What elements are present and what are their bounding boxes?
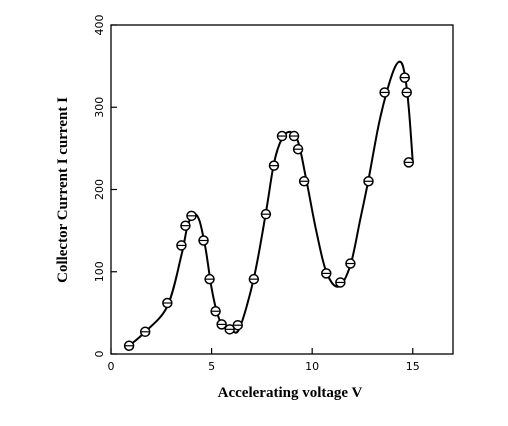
y-tick-label: 300 xyxy=(93,97,106,118)
y-tick-label: 400 xyxy=(93,15,106,36)
x-axis-label: Accelerating voltage V xyxy=(218,385,363,401)
data-point xyxy=(232,319,243,331)
data-point xyxy=(379,87,390,98)
y-tick-label: 0 xyxy=(93,351,106,358)
data-point xyxy=(123,340,135,352)
data-point xyxy=(224,324,235,335)
data-point xyxy=(345,258,356,269)
x-tick-label: 15 xyxy=(406,360,420,373)
x-tick-label: 10 xyxy=(305,360,319,373)
data-point xyxy=(210,305,221,317)
data-point xyxy=(399,72,410,83)
x-tick-label: 5 xyxy=(208,360,215,373)
data-point xyxy=(403,157,414,168)
x-tick-label: 0 xyxy=(108,360,115,373)
y-tick-label: 200 xyxy=(93,179,106,200)
x-ticks: 0 5 10 15 xyxy=(108,348,420,373)
data-point xyxy=(363,176,374,187)
y-axis-label: Collector Current I current I xyxy=(55,97,71,283)
data-point xyxy=(180,220,191,231)
data-point xyxy=(216,319,227,330)
y-ticks: 0 100 200 300 400 xyxy=(93,15,117,358)
data-points xyxy=(123,72,414,352)
data-point xyxy=(260,208,272,220)
data-point xyxy=(401,87,412,98)
data-point xyxy=(276,130,288,142)
data-point xyxy=(204,273,215,285)
data-point xyxy=(298,176,310,187)
data-point xyxy=(139,326,151,338)
data-point xyxy=(292,143,304,155)
data-point xyxy=(162,297,173,309)
data-point xyxy=(198,235,209,246)
data-point xyxy=(186,210,197,222)
data-point xyxy=(176,240,187,251)
data-point xyxy=(288,130,300,142)
data-point xyxy=(268,160,280,171)
y-tick-label: 100 xyxy=(93,261,106,282)
data-point xyxy=(248,273,260,285)
data-point xyxy=(335,277,346,288)
data-point xyxy=(321,268,332,279)
